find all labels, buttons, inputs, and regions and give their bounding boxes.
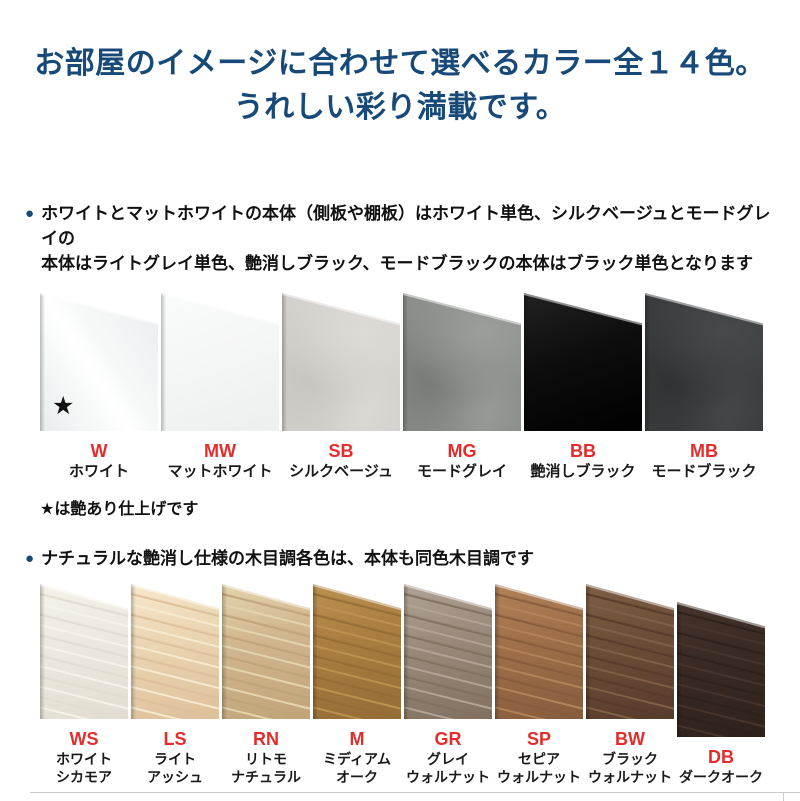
swatch-name-line: シカモア: [56, 769, 112, 785]
swatch-mg: MG モードグレイ: [403, 293, 521, 482]
swatch-db: DB ダークオーク: [677, 602, 765, 786]
swatch-name-label: ミディアム オーク: [313, 750, 401, 786]
note-solid-colors-text: ホワイトとマットホワイトの本体（側板や棚板）はホワイト単色、シルクベージュとモー…: [41, 201, 778, 276]
swatch-tile-mb: [645, 293, 763, 431]
swatch-code-label: GR: [434, 729, 462, 749]
swatch-name-label: グレイ ウォルナット: [404, 750, 492, 786]
swatch-name-line: ミディアム: [322, 751, 392, 767]
star-note: ★は艶あり仕上げです: [40, 501, 199, 518]
swatch-code-label: BW: [615, 729, 645, 749]
swatch-code-label: WS: [69, 729, 99, 749]
swatch-name-line: ウォルナット: [588, 769, 672, 785]
swatch-ls: LS ライト アッシュ: [131, 584, 219, 786]
swatch-name-line: ブラック: [602, 751, 658, 767]
note-solid-colors: ● ホワイトとマットホワイトの本体（側板や棚板）はホワイト単色、シルクベージュと…: [25, 201, 778, 276]
swatch-code-label: BB: [570, 441, 596, 461]
swatch-name-line: モードグレイ: [416, 463, 507, 480]
swatch-code-label: LS: [163, 729, 187, 749]
swatch-name-label: ホワイト シカモア: [40, 750, 128, 786]
swatch-gr: GR グレイ ウォルナット: [404, 584, 492, 786]
swatch-name-label: マットホワイト: [161, 462, 279, 482]
note-solid-line-1: ホワイトとマットホワイトの本体（側板や棚板）はホワイト単色、シルクベージュとモー…: [41, 204, 771, 248]
swatch-tile-m: [313, 584, 401, 719]
swatch-name-label: モードグレイ: [403, 462, 521, 482]
swatch-name-label: ホワイト: [40, 462, 158, 482]
page-title-line-1: お部屋のイメージに合わせて選べるカラー全１４色。: [34, 47, 766, 80]
swatch-name-line: リトモ: [245, 751, 287, 767]
swatch-code-label: MB: [690, 441, 718, 461]
swatch-name-line: オーク: [336, 769, 378, 785]
swatch-name-label: ダークオーク: [677, 768, 765, 786]
swatch-code-label: MG: [447, 441, 477, 461]
swatch-row-wood: WS ホワイト シカモア LS ライト アッシュ RN リトモ ナチュラル M ミディアム オーク GR…: [40, 584, 800, 786]
swatch-tile-sp: [495, 584, 583, 719]
page-title-line-2: うれしい彩り満載です。: [233, 91, 567, 124]
swatch-bb: BB 艶消しブラック: [524, 293, 642, 482]
swatch-tile-mg: [403, 293, 521, 431]
swatch-name-line: ウォルナット: [497, 769, 581, 785]
swatch-tile-gr: [404, 584, 492, 719]
note-wood-colors: ● ナチュラルな艶消し仕様の木目調各色は、本体も同色木目調です: [25, 546, 778, 571]
swatch-mw: MW マットホワイト: [161, 293, 279, 482]
swatch-code-label: MW: [204, 441, 236, 461]
swatch-sb: SB シルクベージュ: [282, 293, 400, 482]
swatch-ws: WS ホワイト シカモア: [40, 584, 128, 786]
note-solid-line-2: 本体はライトグレイ単色、艶消しブラック、モードブラックの本体はブラック単色となり…: [41, 254, 754, 273]
bullet-icon: ●: [25, 550, 35, 567]
swatch-tile-sb: [282, 293, 400, 431]
swatch-name-line: ウォルナット: [406, 769, 490, 785]
swatch-name-line: ホワイト: [68, 463, 129, 480]
swatch-code-label: SP: [526, 729, 551, 749]
swatch-bw: BW ブラック ウォルナット: [586, 584, 674, 786]
bullet-icon: ●: [25, 205, 35, 222]
swatch-name-label: ブラックウォルナット: [586, 750, 674, 786]
swatch-tile-mw: [161, 293, 279, 431]
swatch-code-label: RN: [253, 729, 279, 749]
swatch-name-line: モードブラック: [651, 463, 757, 480]
swatch-name-line: アッシュ: [147, 769, 203, 785]
note-wood-colors-text: ナチュラルな艶消し仕様の木目調各色は、本体も同色木目調です: [41, 549, 535, 568]
swatch-m: M ミディアム オーク: [313, 584, 401, 786]
swatch-name-line: シルクベージュ: [289, 463, 393, 480]
swatch-tile-db: [677, 602, 765, 737]
swatch-name-line: マットホワイト: [167, 463, 273, 480]
swatch-name-line: ナチュラル: [231, 769, 301, 785]
swatch-name-line: グレイ: [427, 751, 469, 767]
swatch-name-line: ダークオーク: [679, 769, 763, 785]
swatch-tile-bw: [586, 584, 674, 719]
swatch-tile-ls: [131, 584, 219, 719]
swatch-tile-rn: [222, 584, 310, 719]
swatch-name-label: シルクベージュ: [282, 462, 400, 482]
swatch-name-label: 艶消しブラック: [524, 462, 642, 482]
swatch-name-line: セピア: [518, 751, 560, 767]
swatch-name-label: リトモ ナチュラル: [222, 750, 310, 786]
swatch-sp: SP セピア ウォルナット: [495, 584, 583, 786]
swatch-name-line: ホワイト: [56, 751, 112, 767]
swatch-code-label: W: [90, 441, 108, 461]
swatch-rn: RN リトモ ナチュラル: [222, 584, 310, 786]
bottom-divider: [30, 792, 800, 801]
swatch-tile-ws: [40, 584, 128, 719]
swatch-name-line: ライト: [154, 751, 196, 767]
swatch-code-label: SB: [328, 441, 354, 461]
swatch-tile-w: ★: [40, 293, 158, 431]
swatch-name-label: セピア ウォルナット: [495, 750, 583, 786]
swatch-mb: MB モードブラック: [645, 293, 763, 482]
swatch-name-line: 艶消しブラック: [530, 463, 636, 480]
swatch-name-label: モードブラック: [645, 462, 763, 482]
swatch-code-label: M: [349, 729, 365, 749]
swatch-name-label: ライト アッシュ: [131, 750, 219, 786]
swatch-row-solid: ★ W ホワイト MW マットホワイト SB シルクベージュ MG モードグレイ BB 艶消しブラッ…: [40, 293, 800, 482]
gloss-star-icon: ★: [52, 392, 75, 420]
swatch-w: ★ W ホワイト: [40, 293, 158, 482]
swatch-tile-bb: [524, 293, 642, 431]
page-title: お部屋のイメージに合わせて選べるカラー全１４色。 うれしい彩り満載です。: [0, 0, 800, 130]
swatch-code-label: DB: [708, 747, 734, 767]
